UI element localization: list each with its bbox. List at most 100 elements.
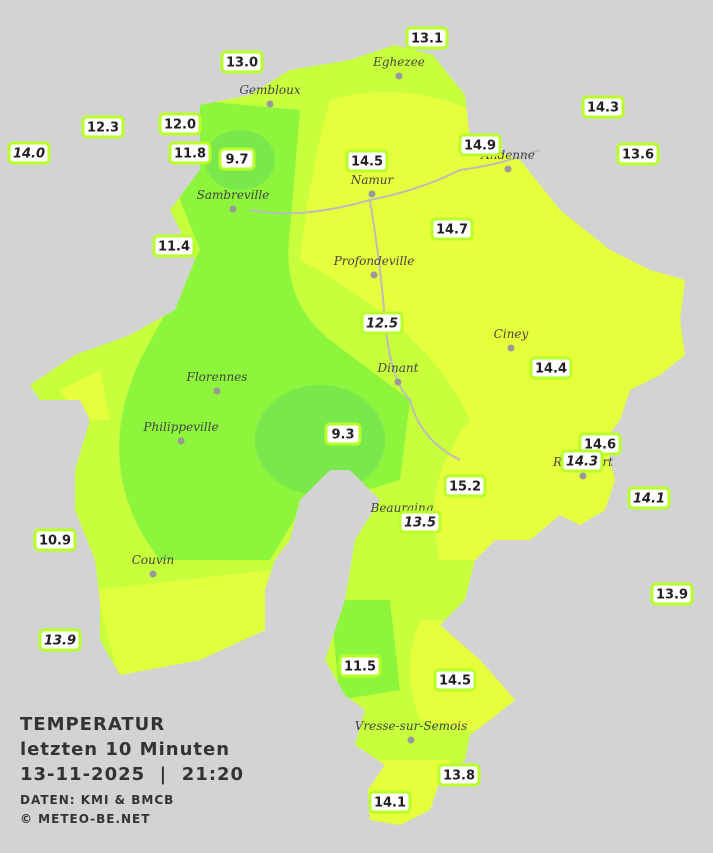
station-value: 14.3	[587, 101, 619, 116]
legend-title: TEMPERATUR	[20, 714, 165, 735]
town-dot	[507, 344, 515, 352]
station-value: 13.1	[411, 32, 443, 47]
station-box	[560, 449, 604, 473]
station: 14.6	[578, 432, 622, 456]
station: 10.9	[33, 528, 77, 552]
town-label: Vresse-sur-Semois	[355, 719, 468, 733]
station: 11.8	[168, 141, 212, 165]
station-box	[7, 141, 51, 165]
town-label: Couvin	[132, 553, 174, 567]
station-value: 11.4	[158, 240, 190, 255]
station: 14.3	[560, 449, 604, 473]
station-box	[345, 149, 389, 173]
station-box	[218, 147, 256, 171]
station-value: 13.5	[404, 516, 436, 531]
station: 13.5	[398, 510, 442, 534]
town-dot	[213, 387, 221, 395]
station-value: 14.1	[633, 492, 665, 507]
station-box	[458, 133, 502, 157]
river	[249, 149, 541, 461]
station-box	[650, 582, 694, 606]
station-value: 9.3	[331, 428, 354, 443]
station-value: 13.8	[443, 769, 475, 784]
legend-subtitle: letzten 10 Minuten	[20, 739, 230, 760]
station-value: 12.0	[164, 118, 196, 133]
station-box	[360, 311, 404, 335]
station-box	[152, 234, 196, 258]
station-value: 14.9	[464, 139, 496, 154]
station: 14.3	[581, 95, 625, 119]
station-value: 15.2	[449, 480, 481, 495]
station-value: 13.9	[44, 634, 76, 649]
station: 12.0	[158, 112, 202, 136]
station-box	[81, 115, 125, 139]
legend-datetime: 13-11-2025 | 21:20	[20, 764, 244, 785]
station-value: 10.9	[39, 534, 71, 549]
station-box	[324, 422, 362, 446]
station: 13.0	[220, 50, 264, 74]
town-dot	[149, 570, 157, 578]
station-value: 14.5	[439, 674, 471, 689]
station-box	[33, 528, 77, 552]
station: 13.8	[437, 763, 481, 787]
town-label: Gembloux	[239, 83, 301, 97]
station: 13.9	[650, 582, 694, 606]
station: 12.5	[360, 311, 404, 335]
town-label: Philippeville	[142, 420, 218, 434]
station-box	[368, 790, 412, 814]
station: 14.5	[433, 668, 477, 692]
station: 14.4	[529, 356, 573, 380]
town-dot	[504, 165, 512, 173]
station: 13.1	[405, 26, 449, 50]
town-label: Profondeville	[333, 254, 415, 268]
station: 14.1	[368, 790, 412, 814]
station-box	[437, 763, 481, 787]
station-box	[398, 510, 442, 534]
station-value: 14.7	[436, 223, 468, 238]
station-value: 14.0	[13, 147, 45, 162]
station-box	[627, 486, 671, 510]
town-dot	[370, 271, 378, 279]
station-box	[338, 654, 382, 678]
town-dot	[368, 190, 376, 198]
town-dot	[407, 736, 415, 744]
station-value: 13.0	[226, 56, 258, 71]
station: 12.3	[81, 115, 125, 139]
town-dot	[395, 72, 403, 80]
station-box	[158, 112, 202, 136]
town-dot	[229, 205, 237, 213]
station: 9.7	[218, 147, 256, 171]
station-box	[433, 668, 477, 692]
town-label: Namur	[350, 173, 395, 187]
station: 11.5	[338, 654, 382, 678]
station-value: 14.1	[374, 796, 406, 811]
station-box	[168, 141, 212, 165]
station-value: 14.3	[566, 455, 598, 470]
station: 14.9	[458, 133, 502, 157]
station-value: 11.5	[344, 660, 376, 675]
station-value: 9.7	[225, 153, 248, 168]
station-value: 14.5	[351, 155, 383, 170]
station-box	[443, 474, 487, 498]
station: 11.4	[152, 234, 196, 258]
station-box	[220, 50, 264, 74]
station-box	[405, 26, 449, 50]
town-dot	[266, 100, 274, 108]
town-label: Dinant	[377, 361, 419, 375]
station-box	[616, 142, 660, 166]
station: 14.0	[7, 141, 51, 165]
station-box	[38, 628, 82, 652]
station-value: 11.8	[174, 147, 206, 162]
station-value: 12.5	[366, 317, 398, 332]
town-dot	[394, 378, 402, 386]
station-value: 13.9	[656, 588, 688, 603]
station: 13.9	[38, 628, 82, 652]
station: 14.7	[430, 217, 474, 241]
station-value: 13.6	[622, 148, 654, 163]
station-value: 14.6	[584, 438, 616, 453]
town-label: Florennes	[186, 370, 248, 384]
town-label: Ciney	[494, 327, 529, 341]
station: 13.6	[616, 142, 660, 166]
town-label: Eghezee	[372, 55, 425, 69]
